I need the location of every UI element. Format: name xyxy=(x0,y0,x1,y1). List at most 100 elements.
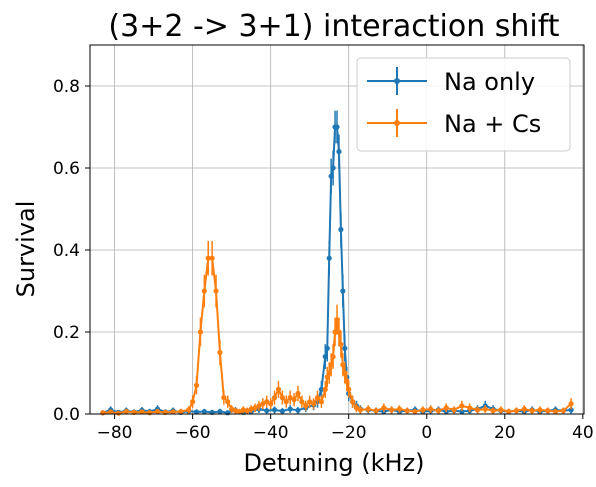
data-point xyxy=(365,406,371,412)
data-point xyxy=(275,386,282,392)
data-point xyxy=(299,399,305,405)
x-tick-label: 0 xyxy=(421,423,432,443)
data-point xyxy=(459,408,465,415)
data-point xyxy=(268,401,274,407)
y-axis-title: Survival xyxy=(12,201,40,298)
data-point xyxy=(217,408,223,415)
data-point xyxy=(467,405,473,411)
data-point xyxy=(404,408,410,414)
data-point xyxy=(330,354,336,360)
plot-frame xyxy=(89,44,585,415)
data-point xyxy=(552,408,559,415)
legend-marker-na-only xyxy=(394,78,400,84)
data-point xyxy=(318,386,324,392)
data-point xyxy=(154,408,161,415)
data-point xyxy=(350,399,356,405)
data-point xyxy=(186,407,192,413)
data-point xyxy=(474,407,481,413)
data-point xyxy=(291,397,297,403)
data-point xyxy=(303,403,309,409)
data-point xyxy=(229,406,235,412)
data-point xyxy=(283,399,289,405)
x-tick-label: 20 xyxy=(494,423,516,443)
data-point xyxy=(108,409,114,415)
data-point xyxy=(248,406,254,412)
data-point xyxy=(279,395,285,401)
y-tick-label: 0.2 xyxy=(53,323,80,343)
data-point xyxy=(240,407,246,413)
data-point xyxy=(506,408,512,415)
legend-entry-na-only: Na only xyxy=(367,67,535,96)
legend-marker-na-cs xyxy=(394,120,400,126)
chart-title: (3+2 -> 3+1) interaction shift xyxy=(108,9,559,44)
y-tick-label: 0.4 xyxy=(53,241,80,261)
data-point xyxy=(295,390,301,397)
data-point xyxy=(334,124,340,130)
data-point xyxy=(115,410,122,416)
x-tick-label: −80 xyxy=(97,423,133,443)
data-point xyxy=(314,395,321,401)
data-point xyxy=(252,405,258,411)
data-point xyxy=(443,405,449,411)
data-point xyxy=(201,408,207,415)
data-point xyxy=(513,408,520,414)
data-point xyxy=(568,407,574,413)
data-point xyxy=(498,407,504,413)
data-point xyxy=(428,406,434,412)
legend-entry-na-cs: Na + Cs xyxy=(367,109,541,138)
data-point xyxy=(209,255,215,261)
data-point xyxy=(529,408,535,414)
data-point xyxy=(260,401,266,407)
data-point xyxy=(357,407,364,413)
data-point xyxy=(435,408,442,414)
legend-label-na-cs: Na + Cs xyxy=(444,110,541,138)
y-tick-label: 0.8 xyxy=(53,77,80,97)
data-point xyxy=(139,409,145,415)
data-point xyxy=(373,408,379,414)
y-tick-label: 0.6 xyxy=(53,159,80,179)
data-point xyxy=(225,410,231,416)
data-point xyxy=(537,407,543,413)
data-point xyxy=(225,399,231,405)
data-point xyxy=(330,165,336,171)
data-point xyxy=(307,399,313,405)
data-point xyxy=(412,408,418,415)
data-point xyxy=(396,406,403,412)
series-na-cs xyxy=(100,240,574,416)
data-point xyxy=(201,288,207,294)
data-point xyxy=(482,406,488,412)
data-point xyxy=(545,408,551,414)
data-point xyxy=(340,288,346,294)
data-point xyxy=(560,408,566,414)
data-point xyxy=(256,403,262,409)
data-point xyxy=(193,382,200,388)
data-point xyxy=(310,401,317,407)
x-tick-label: −20 xyxy=(331,423,367,443)
data-point xyxy=(342,345,348,351)
data-point xyxy=(232,408,239,414)
data-point xyxy=(322,386,328,392)
data-point xyxy=(381,405,387,411)
data-point xyxy=(147,410,153,416)
data-point xyxy=(346,386,352,392)
data-point xyxy=(279,408,285,414)
data-point xyxy=(170,409,176,415)
series-line-na-cs xyxy=(102,257,572,415)
data-point xyxy=(271,407,278,413)
legend-label-na-only: Na only xyxy=(444,68,535,96)
data-point xyxy=(205,255,211,261)
ticks: −80 −60 −40 −20 0 20 40 0.0 0.2 0.4 0.6 0.8 xyxy=(53,77,594,443)
data-point xyxy=(336,149,342,155)
data-point xyxy=(123,408,129,415)
data-point xyxy=(213,288,219,294)
legend: Na only Na + Cs xyxy=(356,57,571,152)
data-point xyxy=(271,395,278,401)
data-point xyxy=(236,408,243,415)
y-tick-label: 0.0 xyxy=(53,405,80,425)
x-tick-label: −60 xyxy=(175,423,211,443)
series-na-only xyxy=(100,110,574,416)
data-point xyxy=(295,407,301,413)
data-point xyxy=(389,407,395,413)
data-point xyxy=(244,408,250,414)
